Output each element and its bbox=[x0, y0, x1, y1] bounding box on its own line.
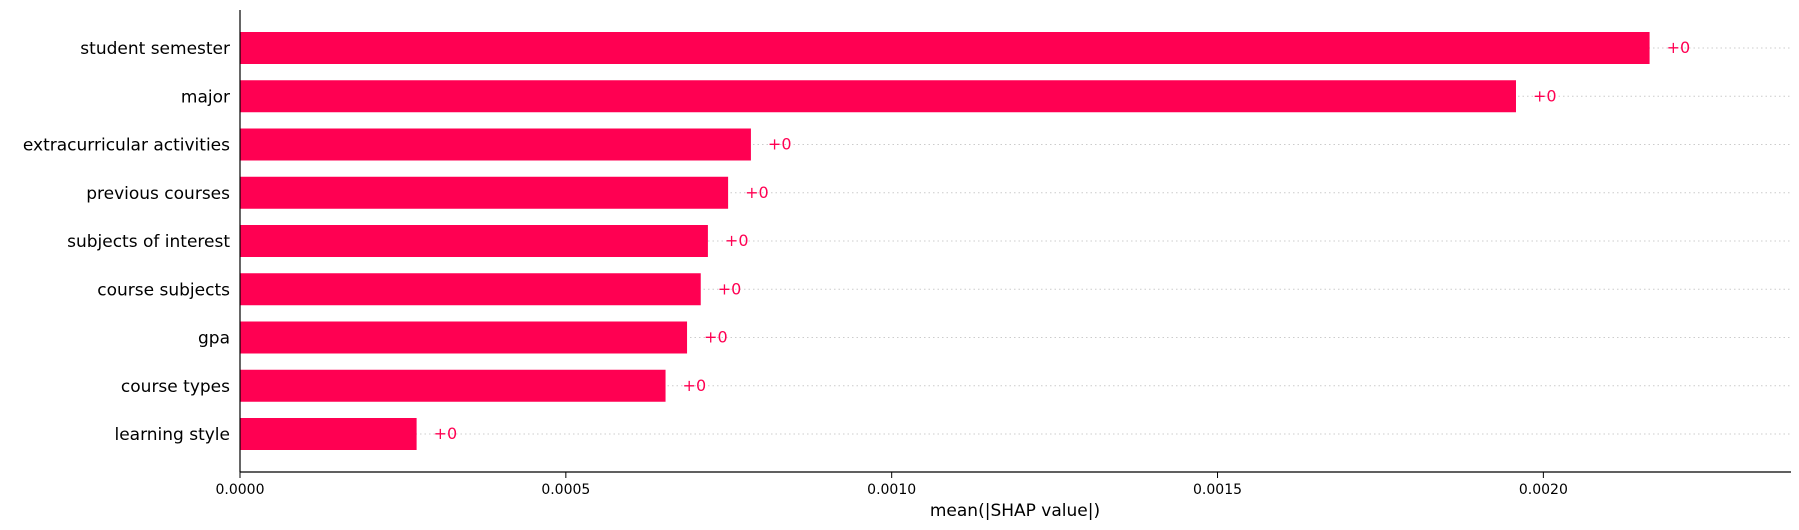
x-tick-label: 0.0020 bbox=[1519, 482, 1568, 498]
bar bbox=[240, 32, 1650, 64]
data-label: +0 bbox=[768, 135, 792, 154]
category-label: student semester bbox=[80, 39, 230, 59]
bar bbox=[240, 321, 688, 354]
category-label: major bbox=[181, 87, 230, 107]
data-label: +0 bbox=[718, 279, 742, 298]
category-label: course types bbox=[121, 377, 230, 397]
x-tick-label: 0.0010 bbox=[867, 482, 916, 498]
data-label: +0 bbox=[704, 328, 728, 347]
data-label: +0 bbox=[725, 231, 749, 250]
data-labels: +0 +0 +0 +0 +0 +0 +0 +0 +0 bbox=[434, 38, 1691, 443]
data-label: +0 bbox=[1667, 38, 1691, 57]
data-label: +0 bbox=[1533, 86, 1557, 105]
category-label: previous courses bbox=[86, 184, 230, 204]
bar bbox=[240, 80, 1516, 113]
bar bbox=[240, 418, 417, 450]
x-axis-title: mean(|SHAP value|) bbox=[930, 501, 1100, 521]
data-label: +0 bbox=[434, 424, 458, 443]
data-label: +0 bbox=[683, 376, 707, 395]
bar bbox=[240, 176, 729, 209]
x-tick-label: 0.0005 bbox=[541, 482, 590, 498]
category-label: gpa bbox=[198, 329, 230, 349]
x-tick-label: 0.0000 bbox=[216, 482, 265, 498]
category-label: subjects of interest bbox=[67, 232, 230, 252]
bar bbox=[240, 225, 708, 257]
bar bbox=[240, 273, 701, 306]
bars bbox=[240, 32, 1650, 450]
x-tick-label: 0.0015 bbox=[1193, 482, 1242, 498]
category-label: course subjects bbox=[97, 280, 230, 300]
bar bbox=[240, 128, 751, 161]
bar bbox=[240, 369, 666, 402]
data-label: +0 bbox=[745, 183, 769, 202]
category-label: extracurricular activities bbox=[23, 136, 230, 156]
category-label: learning style bbox=[114, 425, 230, 445]
x-axis-ticks: 0.0000 0.0005 0.0010 0.0015 0.0020 bbox=[216, 472, 1568, 498]
category-labels: student semester major extracurricular act… bbox=[23, 39, 230, 445]
